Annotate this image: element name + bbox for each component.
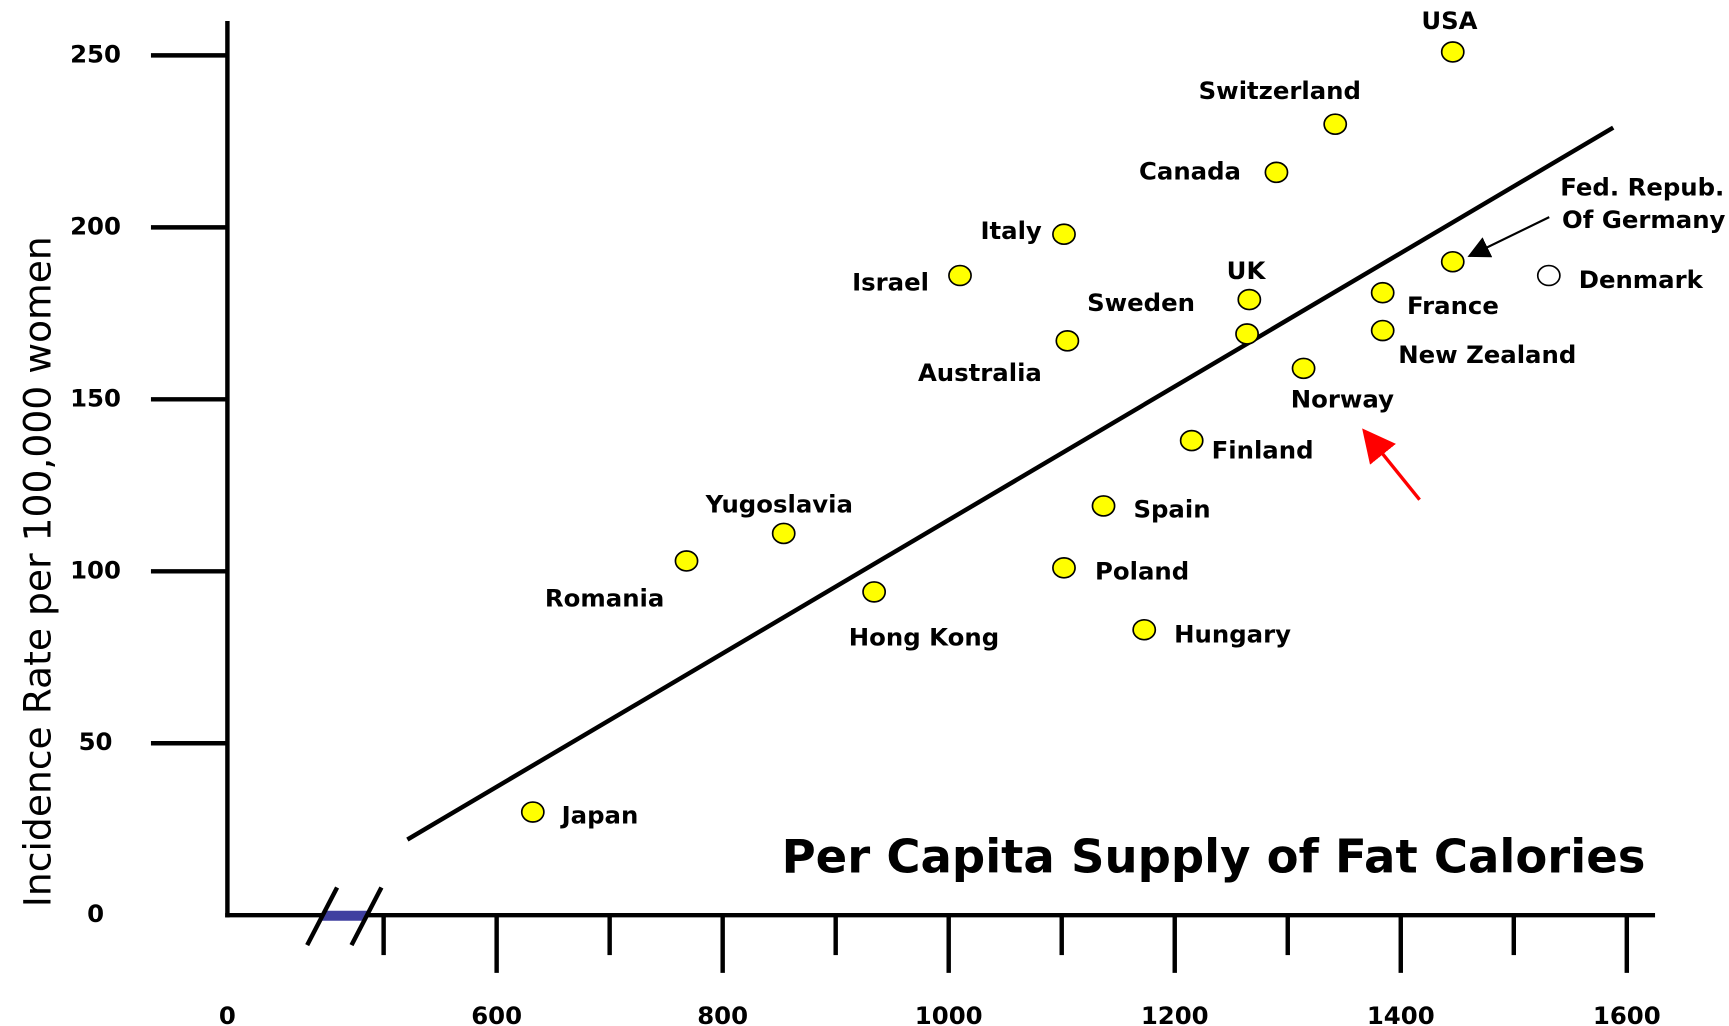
highlight-arrow <box>1362 428 1421 501</box>
trend-line <box>406 125 1615 842</box>
point-label: Poland <box>1095 556 1189 585</box>
x-tick-label: 1400 <box>1367 1001 1435 1026</box>
point-label: Denmark <box>1579 265 1704 294</box>
point <box>948 264 972 287</box>
y-axis-title: Incidence Rate per 100,000 women <box>16 236 60 907</box>
point-label: Canada <box>1139 156 1241 185</box>
point-label: Romania <box>545 584 664 613</box>
point <box>771 522 796 545</box>
axis-break-fill <box>320 910 370 921</box>
point <box>1440 41 1465 63</box>
point <box>1370 319 1395 342</box>
x-tick-label: 1600 <box>1593 1001 1661 1026</box>
point-label: Italy <box>980 216 1041 245</box>
point-label: Japan <box>560 800 639 829</box>
axis-break <box>305 886 340 947</box>
point <box>862 581 887 603</box>
annotation-arrow <box>1467 216 1550 258</box>
point <box>1264 161 1289 184</box>
point <box>1052 557 1076 579</box>
point <box>1052 223 1076 246</box>
point <box>1536 264 1561 287</box>
point-label: UK <box>1227 256 1267 285</box>
point <box>1291 357 1316 380</box>
x-tick-label: 1200 <box>1141 1001 1209 1026</box>
y-tick-label: 100 <box>70 555 121 584</box>
point <box>1235 323 1259 345</box>
axis-break <box>349 886 384 947</box>
point <box>1132 618 1157 641</box>
x-axis-title: Per Capita Supply of Fat Calories <box>782 829 1646 883</box>
x-tick-label: 1000 <box>915 1001 983 1026</box>
point-label: Switzerland <box>1199 76 1361 105</box>
point-label: Hong Kong <box>849 622 999 651</box>
x-tick-label: 800 <box>697 1001 748 1026</box>
point <box>1440 250 1465 273</box>
point-label: Norway <box>1291 384 1394 413</box>
point-label: Sweden <box>1087 288 1195 317</box>
y-tick-label: 250 <box>70 39 121 68</box>
y-tick-label: 0 <box>87 899 104 928</box>
y-tick-label: 50 <box>79 727 113 756</box>
point <box>1091 495 1116 517</box>
point-label: Hungary <box>1174 619 1291 648</box>
point-label: Fed. Repub. Of Germany <box>1554 173 1726 234</box>
point <box>674 550 699 572</box>
x-tick-label: 600 <box>471 1001 522 1026</box>
x-tick-label: 0 <box>219 1001 236 1026</box>
point <box>520 801 545 823</box>
point-label: France <box>1407 291 1499 320</box>
point-label: Israel <box>852 267 929 296</box>
point <box>1179 429 1204 452</box>
y-tick-label: 200 <box>70 211 121 240</box>
point-label: USA <box>1421 6 1477 35</box>
y-tick-label: 150 <box>70 383 121 412</box>
point <box>1237 288 1262 311</box>
point-label: Australia <box>918 358 1042 387</box>
point-label: Finland <box>1212 436 1314 465</box>
point <box>1370 281 1395 304</box>
point-label: Spain <box>1133 494 1210 523</box>
point <box>1323 113 1348 135</box>
point-label: New Zealand <box>1398 340 1576 369</box>
point-label: Yugoslavia <box>705 490 853 519</box>
point <box>1055 330 1080 352</box>
